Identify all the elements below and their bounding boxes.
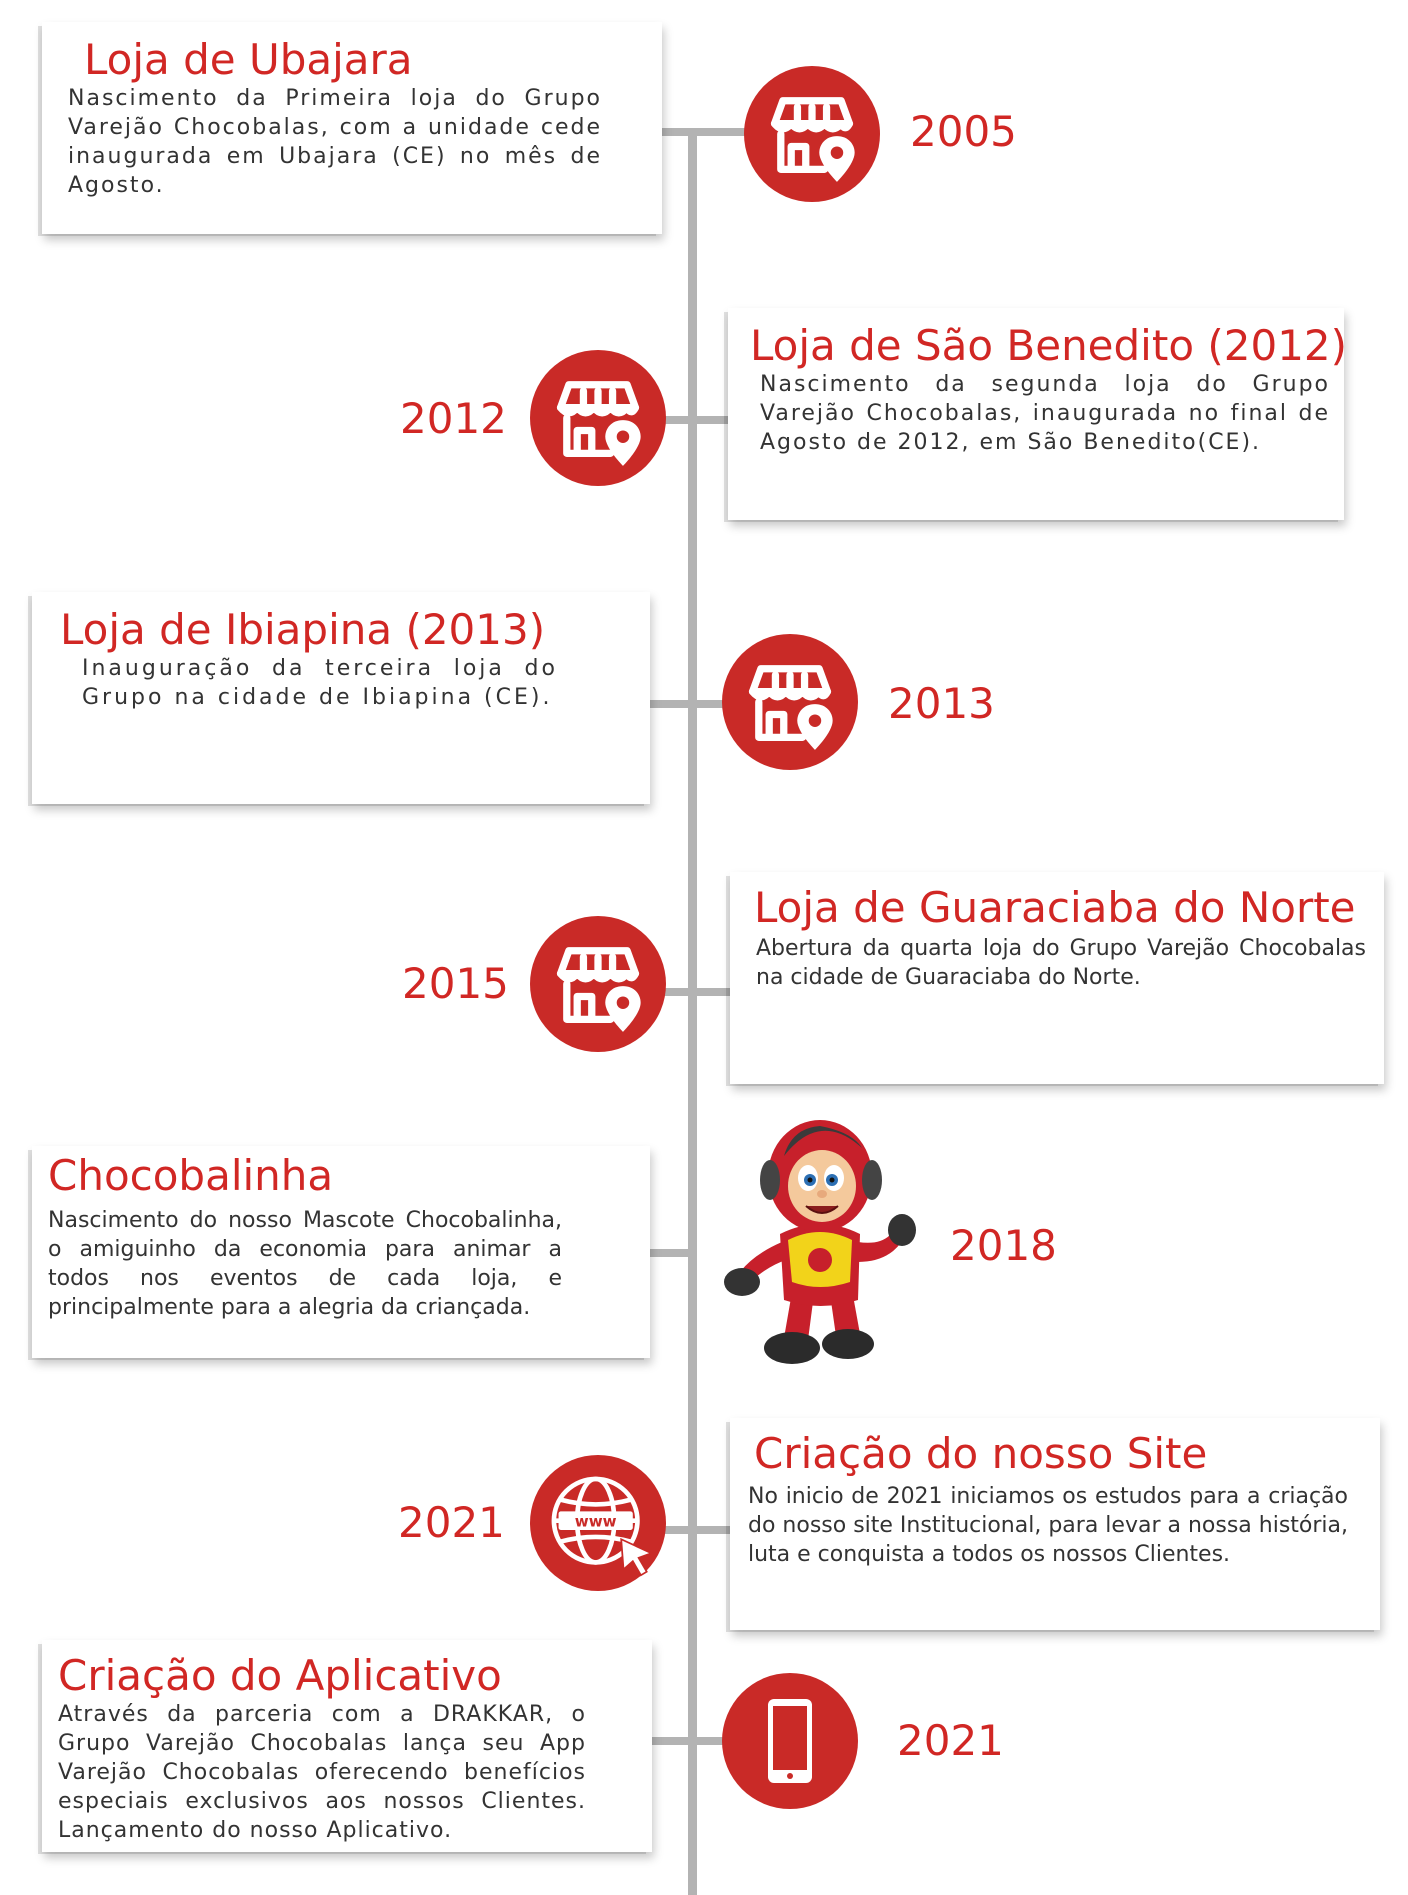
event-description: Inauguração da terceira loja do Grupo na… bbox=[82, 656, 558, 711]
store-location-icon bbox=[556, 381, 641, 466]
event-title: Criação do Aplicativo bbox=[58, 1651, 502, 1700]
timeline-connector bbox=[650, 416, 730, 424]
event-title: Loja de Ibiapina (2013) bbox=[60, 605, 546, 654]
mascot-image bbox=[724, 1120, 916, 1364]
event-description: No inicio de 2021 iniciamos os estudos p… bbox=[748, 1484, 1348, 1568]
event-year: 2021 bbox=[398, 1498, 505, 1547]
event-icon-circle bbox=[530, 916, 666, 1052]
timeline-connector bbox=[650, 700, 730, 708]
event-description: Nascimento da Primeira loja do Grupo Var… bbox=[68, 86, 602, 199]
timeline-card-sao-benedito: Loja de São Benedito (2012) Nascimento d… bbox=[728, 308, 1348, 520]
timeline-card-ubajara: Loja de Ubajara Nascimento da Primeira l… bbox=[42, 22, 662, 234]
timeline-card-site: Criação do nosso Site No inicio de 2021 … bbox=[730, 1418, 1380, 1630]
event-year: 2018 bbox=[950, 1221, 1057, 1270]
timeline-connector bbox=[650, 1526, 730, 1534]
event-icon-circle: www bbox=[530, 1455, 666, 1591]
timeline-connector bbox=[650, 1249, 696, 1257]
event-description: Abertura da quarta loja do Grupo Varejão… bbox=[756, 936, 1366, 991]
timeline-card-guaraciaba: Loja de Guaraciaba do Norte Abertura da … bbox=[730, 872, 1384, 1084]
store-location-icon bbox=[770, 97, 855, 182]
event-title: Loja de Guaraciaba do Norte bbox=[754, 883, 1356, 932]
timeline-card-chocobalinha: Chocobalinha Nascimento do nosso Mascote… bbox=[32, 1146, 650, 1358]
event-icon-circle bbox=[722, 1673, 858, 1809]
event-title: Loja de São Benedito (2012) bbox=[750, 321, 1348, 370]
store-location-icon bbox=[556, 947, 641, 1032]
event-icon-circle bbox=[722, 634, 858, 770]
svg-text:www: www bbox=[575, 1512, 617, 1530]
event-year: 2015 bbox=[402, 959, 509, 1008]
smartphone-icon bbox=[768, 1699, 812, 1783]
event-icon-circle bbox=[744, 66, 880, 202]
event-description: Nascimento da segunda loja do Grupo Vare… bbox=[760, 372, 1330, 456]
timeline-card-app: Criação do Aplicativo Através da parceri… bbox=[42, 1640, 652, 1852]
event-title: Criação do nosso Site bbox=[754, 1429, 1208, 1478]
timeline-line bbox=[688, 132, 697, 1895]
event-year: 2013 bbox=[888, 679, 995, 728]
event-description: Através da parceria com a DRAKKAR, o Gru… bbox=[58, 1702, 586, 1844]
timeline-connector bbox=[650, 1737, 730, 1745]
event-year: 2021 bbox=[897, 1716, 1004, 1765]
event-year: 2012 bbox=[400, 394, 507, 443]
store-location-icon bbox=[748, 665, 833, 750]
timeline-connector bbox=[650, 988, 730, 996]
globe-www-icon: www bbox=[551, 1476, 654, 1577]
event-title: Loja de Ubajara bbox=[84, 35, 413, 84]
event-year: 2005 bbox=[910, 107, 1017, 156]
event-title: Chocobalinha bbox=[48, 1151, 334, 1200]
timeline-card-ibiapina: Loja de Ibiapina (2013) Inauguração da t… bbox=[32, 592, 650, 804]
timeline-connector bbox=[662, 128, 752, 136]
event-description: Nascimento do nosso Mascote Chocobalinha… bbox=[48, 1208, 562, 1321]
event-icon-circle bbox=[530, 350, 666, 486]
